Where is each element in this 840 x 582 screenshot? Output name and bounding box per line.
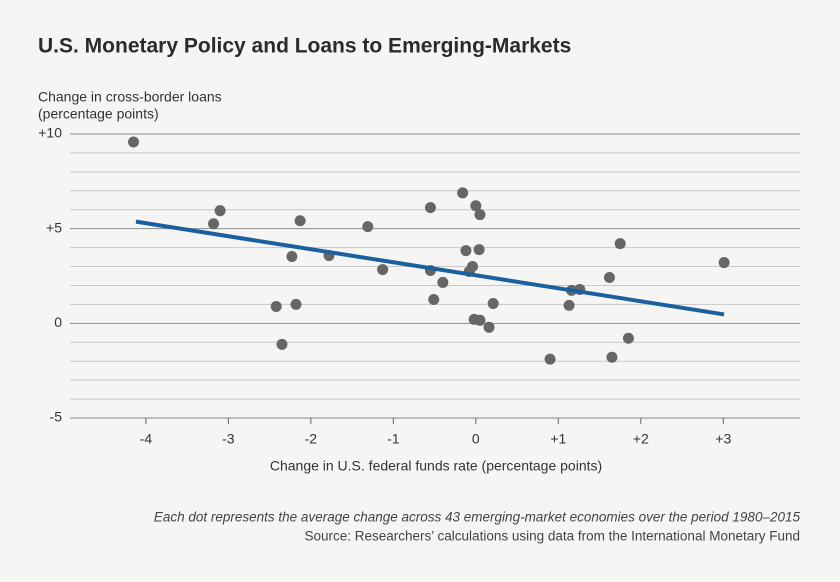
data-point	[473, 244, 485, 256]
x-tick-label: -2	[305, 431, 318, 447]
data-point	[128, 136, 140, 148]
x-tick-label: 0	[472, 431, 480, 447]
data-point	[483, 321, 495, 333]
x-tick-label: -3	[222, 431, 235, 447]
data-point	[544, 353, 556, 365]
y-axis-label: (percentage points)	[38, 106, 159, 122]
data-point	[437, 276, 449, 288]
data-point	[474, 209, 486, 221]
x-tick-label: +3	[715, 431, 731, 447]
data-point	[362, 221, 374, 233]
data-point	[270, 300, 282, 312]
y-axis-label: Change in cross-border loans	[38, 89, 222, 105]
x-tick-label: -1	[387, 431, 400, 447]
data-point	[457, 187, 469, 199]
x-tick-label: +1	[550, 431, 566, 447]
y-tick-label: +10	[38, 125, 62, 141]
data-point	[214, 205, 226, 217]
data-point	[377, 264, 389, 276]
y-tick-label: -5	[50, 409, 63, 425]
data-point	[606, 351, 618, 363]
data-point	[276, 338, 288, 350]
data-point	[718, 257, 730, 269]
y-tick-label: 0	[54, 314, 62, 330]
data-point	[294, 215, 306, 227]
data-point	[474, 314, 486, 326]
data-point	[424, 202, 436, 214]
data-point	[428, 293, 440, 305]
data-point	[470, 200, 482, 212]
x-tick-label: +2	[633, 431, 649, 447]
data-point	[487, 297, 499, 309]
y-tick-label: +5	[46, 219, 62, 235]
x-tick-label: -4	[140, 431, 153, 447]
data-point	[460, 245, 472, 257]
trend-line	[135, 219, 725, 317]
data-point	[290, 298, 302, 310]
data-point	[622, 332, 634, 344]
note: Each dot represents the average change a…	[154, 510, 801, 525]
x-axis-label: Change in U.S. federal funds rate (perce…	[270, 458, 602, 474]
data-point	[614, 238, 626, 250]
data-point	[286, 250, 298, 262]
chart-title: U.S. Monetary Policy and Loans to Emergi…	[38, 35, 571, 58]
data-point	[563, 299, 575, 311]
data-point	[603, 272, 615, 284]
data-point	[208, 218, 220, 230]
source-note: Source: Researchers’ calculations using …	[304, 529, 800, 544]
